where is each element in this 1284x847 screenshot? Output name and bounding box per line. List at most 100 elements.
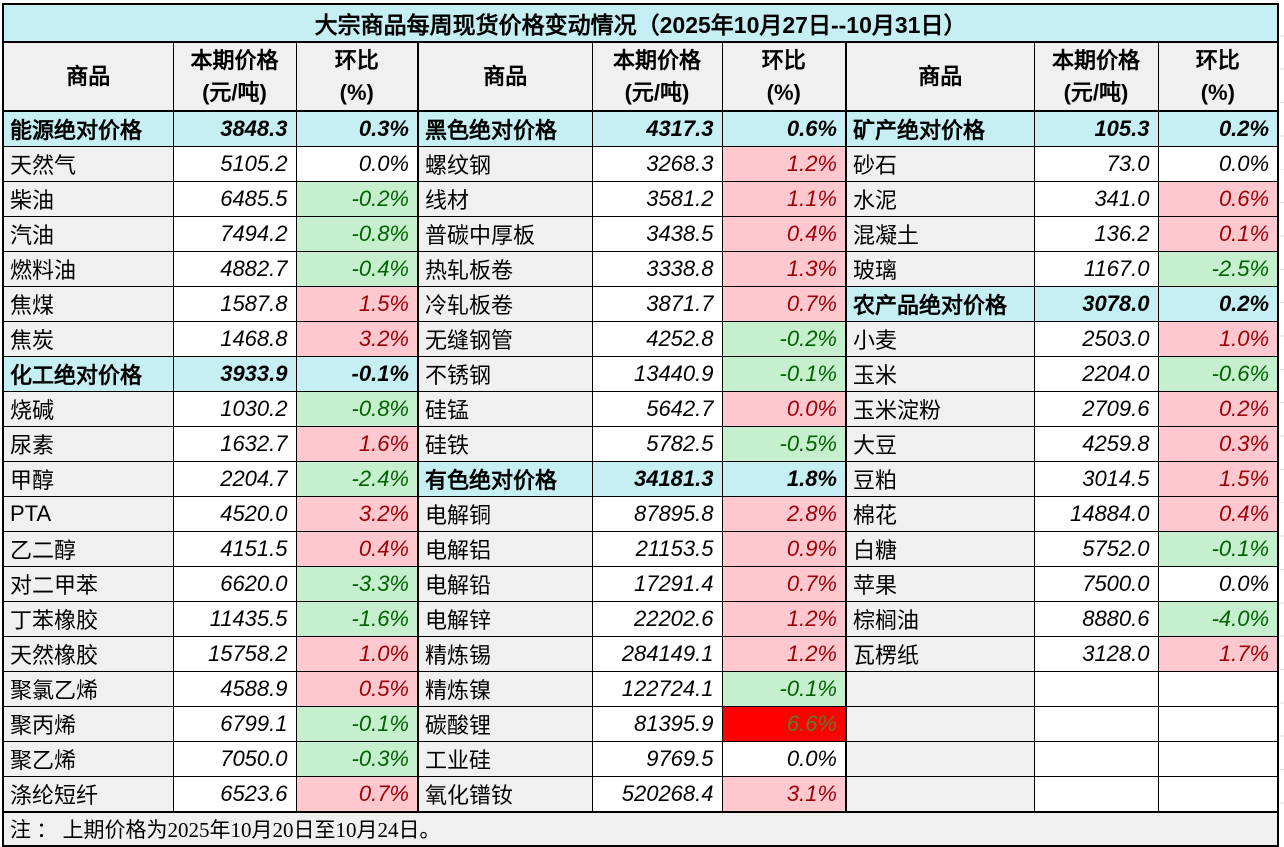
wow-change-cell[interactable] — [1157, 776, 1280, 813]
current-price-cell[interactable]: 4259.8 — [1033, 426, 1159, 462]
wow-change-cell[interactable]: -0.2% — [295, 181, 419, 217]
commodity-name-cell[interactable]: 混凝土 — [845, 216, 1035, 252]
commodity-name-cell[interactable]: 无缝钢管 — [417, 321, 593, 357]
commodity-name-cell[interactable]: 聚丙烯 — [2, 706, 174, 742]
wow-change-cell[interactable]: 0.2% — [1157, 286, 1280, 322]
current-price-cell[interactable]: 9769.5 — [591, 741, 723, 777]
commodity-name-cell[interactable] — [845, 741, 1035, 777]
current-price-cell[interactable]: 6620.0 — [172, 566, 297, 602]
commodity-name-cell[interactable]: 黑色绝对价格 — [417, 110, 593, 147]
current-price-cell[interactable]: 5105.2 — [172, 146, 297, 182]
wow-change-cell[interactable]: 0.4% — [721, 216, 847, 252]
commodity-name-cell[interactable] — [845, 671, 1035, 707]
current-price-cell[interactable]: 284149.1 — [591, 636, 723, 672]
commodity-name-cell[interactable]: 棉花 — [845, 496, 1035, 532]
commodity-name-cell[interactable]: 苹果 — [845, 566, 1035, 602]
column-header-pct[interactable]: 环比 (%) — [1157, 41, 1280, 112]
commodity-name-cell[interactable]: 白糖 — [845, 531, 1035, 567]
wow-change-cell[interactable]: 0.4% — [1157, 496, 1280, 532]
current-price-cell[interactable]: 1468.8 — [172, 321, 297, 357]
commodity-name-cell[interactable]: 螺纹钢 — [417, 146, 593, 182]
current-price-cell[interactable]: 3438.5 — [591, 216, 723, 252]
wow-change-cell[interactable]: -2.5% — [1157, 251, 1280, 287]
wow-change-cell[interactable]: 0.7% — [721, 286, 847, 322]
wow-change-cell[interactable]: 1.8% — [721, 461, 847, 497]
wow-change-cell[interactable] — [1157, 706, 1280, 742]
wow-change-cell[interactable]: 2.8% — [721, 496, 847, 532]
commodity-name-cell[interactable]: 尿素 — [2, 426, 174, 462]
current-price-cell[interactable]: 3581.2 — [591, 181, 723, 217]
current-price-cell[interactable]: 4252.8 — [591, 321, 723, 357]
wow-change-cell[interactable]: -4.0% — [1157, 601, 1280, 637]
commodity-name-cell[interactable]: 冷轧板卷 — [417, 286, 593, 322]
current-price-cell[interactable]: 6485.5 — [172, 181, 297, 217]
wow-change-cell[interactable]: 0.7% — [295, 776, 419, 813]
current-price-cell[interactable]: 6523.6 — [172, 776, 297, 813]
wow-change-cell[interactable]: 1.0% — [1157, 321, 1280, 357]
commodity-name-cell[interactable]: 硅铁 — [417, 426, 593, 462]
wow-change-cell[interactable]: 1.2% — [721, 636, 847, 672]
commodity-name-cell[interactable]: 电解锌 — [417, 601, 593, 637]
commodity-name-cell[interactable]: 电解铜 — [417, 496, 593, 532]
commodity-name-cell[interactable]: 大豆 — [845, 426, 1035, 462]
wow-change-cell[interactable]: -0.1% — [721, 356, 847, 392]
commodity-name-cell[interactable]: 线材 — [417, 181, 593, 217]
wow-change-cell[interactable]: 0.5% — [295, 671, 419, 707]
current-price-cell[interactable]: 1167.0 — [1033, 251, 1159, 287]
column-header-price[interactable]: 本期价格 (元/吨) — [1033, 41, 1159, 112]
current-price-cell[interactable]: 5752.0 — [1033, 531, 1159, 567]
current-price-cell[interactable]: 5642.7 — [591, 391, 723, 427]
column-header-pct[interactable]: 环比 (%) — [721, 41, 847, 112]
current-price-cell[interactable]: 17291.4 — [591, 566, 723, 602]
wow-change-cell[interactable]: -0.6% — [1157, 356, 1280, 392]
commodity-name-cell[interactable]: 烧碱 — [2, 391, 174, 427]
wow-change-cell[interactable]: 0.7% — [721, 566, 847, 602]
current-price-cell[interactable]: 7050.0 — [172, 741, 297, 777]
wow-change-cell[interactable]: -0.1% — [295, 356, 419, 392]
current-price-cell[interactable]: 3268.3 — [591, 146, 723, 182]
wow-change-cell[interactable]: -3.3% — [295, 566, 419, 602]
commodity-name-cell[interactable] — [845, 706, 1035, 742]
wow-change-cell[interactable]: 1.5% — [1157, 461, 1280, 497]
wow-change-cell[interactable]: -0.1% — [721, 671, 847, 707]
commodity-name-cell[interactable]: 焦煤 — [2, 286, 174, 322]
current-price-cell[interactable]: 136.2 — [1033, 216, 1159, 252]
commodity-name-cell[interactable]: 砂石 — [845, 146, 1035, 182]
commodity-name-cell[interactable]: 水泥 — [845, 181, 1035, 217]
wow-change-cell[interactable]: -0.5% — [721, 426, 847, 462]
current-price-cell[interactable]: 3848.3 — [172, 110, 297, 147]
commodity-name-cell[interactable]: 聚氯乙烯 — [2, 671, 174, 707]
wow-change-cell[interactable]: 6.6% — [721, 706, 847, 742]
column-header-pct[interactable]: 环比 (%) — [295, 41, 419, 112]
wow-change-cell[interactable]: 0.9% — [721, 531, 847, 567]
current-price-cell[interactable]: 7494.2 — [172, 216, 297, 252]
wow-change-cell[interactable]: 0.2% — [1157, 110, 1280, 147]
current-price-cell[interactable]: 34181.3 — [591, 461, 723, 497]
wow-change-cell[interactable]: -0.1% — [1157, 531, 1280, 567]
wow-change-cell[interactable]: 0.0% — [1157, 146, 1280, 182]
current-price-cell[interactable]: 13440.9 — [591, 356, 723, 392]
current-price-cell[interactable]: 520268.4 — [591, 776, 723, 813]
wow-change-cell[interactable]: 0.1% — [1157, 216, 1280, 252]
wow-change-cell[interactable]: 0.6% — [1157, 181, 1280, 217]
current-price-cell[interactable]: 3933.9 — [172, 356, 297, 392]
current-price-cell[interactable]: 73.0 — [1033, 146, 1159, 182]
commodity-name-cell[interactable]: 化工绝对价格 — [2, 356, 174, 392]
current-price-cell[interactable] — [1033, 741, 1159, 777]
wow-change-cell[interactable]: -0.8% — [295, 216, 419, 252]
current-price-cell[interactable]: 4882.7 — [172, 251, 297, 287]
current-price-cell[interactable]: 14884.0 — [1033, 496, 1159, 532]
commodity-name-cell[interactable]: 碳酸锂 — [417, 706, 593, 742]
commodity-name-cell[interactable]: 不锈钢 — [417, 356, 593, 392]
commodity-name-cell[interactable]: 硅锰 — [417, 391, 593, 427]
wow-change-cell[interactable]: -0.3% — [295, 741, 419, 777]
wow-change-cell[interactable]: 1.6% — [295, 426, 419, 462]
column-header-commodity[interactable]: 商品 — [845, 41, 1035, 112]
commodity-name-cell[interactable]: 乙二醇 — [2, 531, 174, 567]
current-price-cell[interactable]: 122724.1 — [591, 671, 723, 707]
commodity-name-cell[interactable]: 甲醇 — [2, 461, 174, 497]
commodity-name-cell[interactable]: 玉米 — [845, 356, 1035, 392]
commodity-name-cell[interactable]: 丁苯橡胶 — [2, 601, 174, 637]
commodity-name-cell[interactable]: 精炼镍 — [417, 671, 593, 707]
current-price-cell[interactable]: 105.3 — [1033, 110, 1159, 147]
